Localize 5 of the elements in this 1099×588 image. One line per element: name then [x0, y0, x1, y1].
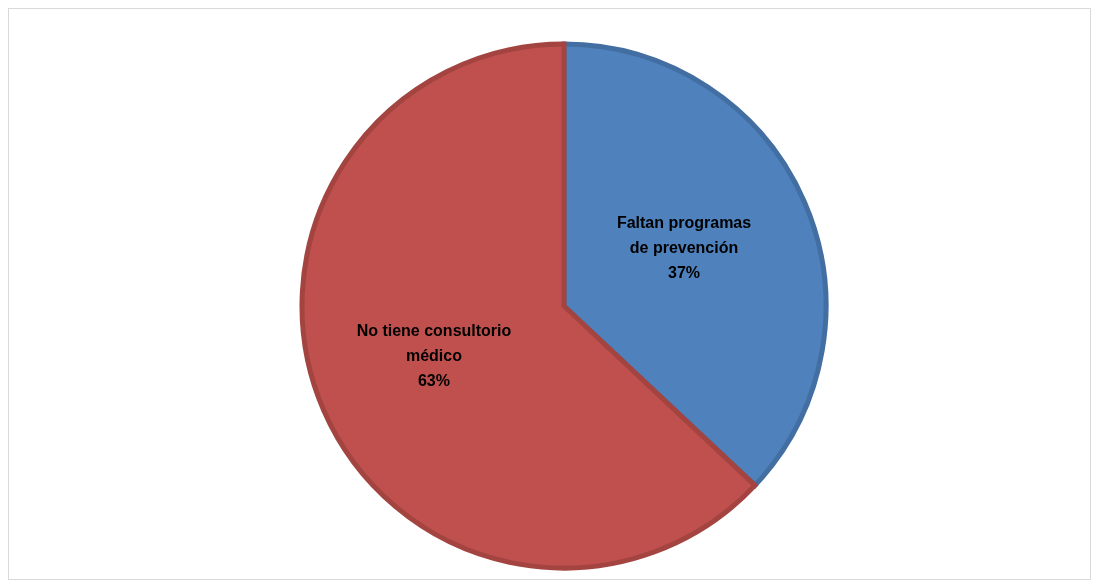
data-label: 37%: [668, 263, 701, 281]
slice-label: Faltan programas de prevención: [616, 213, 752, 256]
data-label: 63%: [417, 371, 450, 389]
slice-label: No tiene consultorio médico: [356, 321, 512, 364]
pie-slice: [299, 41, 758, 571]
